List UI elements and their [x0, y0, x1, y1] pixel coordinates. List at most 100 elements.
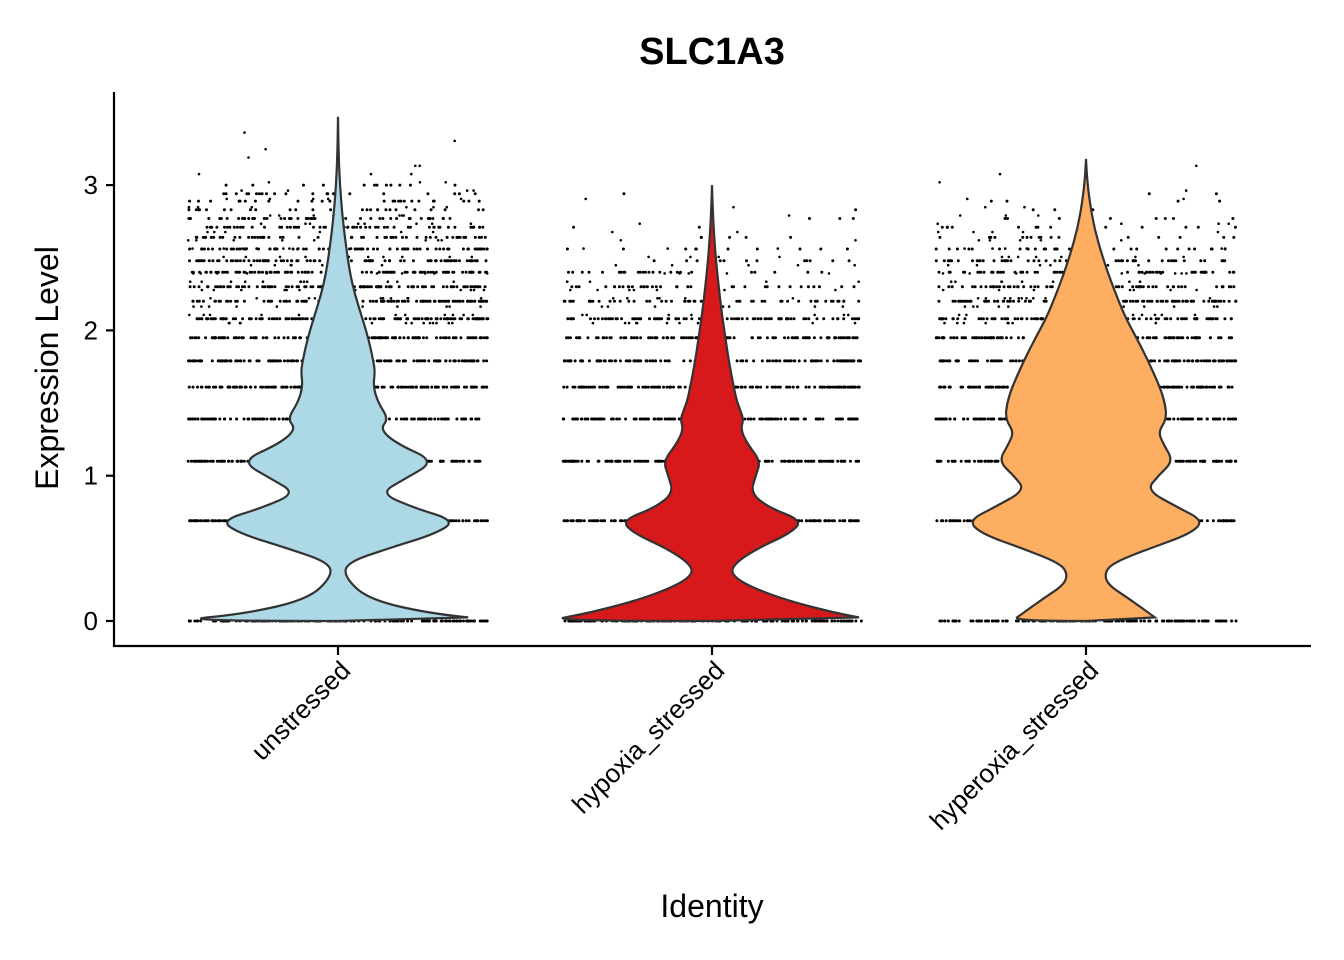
data-point [1210, 317, 1214, 321]
data-point [577, 385, 581, 389]
data-point [474, 459, 478, 463]
data-point [232, 225, 236, 229]
data-point [996, 385, 1000, 389]
data-point [699, 299, 703, 303]
data-point [999, 270, 1003, 274]
data-point [285, 259, 289, 263]
data-point [298, 336, 302, 340]
data-point [854, 336, 858, 340]
data-point [449, 285, 453, 289]
data-point [814, 299, 817, 303]
data-point [817, 459, 821, 463]
data-point [656, 417, 660, 421]
data-point [726, 247, 730, 251]
data-point [265, 217, 269, 220]
data-point [283, 359, 286, 363]
data-point [291, 247, 295, 251]
data-point [231, 317, 235, 321]
data-point [1187, 359, 1191, 363]
data-point [814, 417, 818, 421]
data-point [215, 459, 219, 463]
data-point [252, 259, 256, 263]
data-point [404, 321, 408, 325]
data-point [727, 305, 731, 308]
data-point [250, 225, 254, 229]
data-point [823, 619, 826, 623]
data-point [595, 519, 599, 523]
data-point [789, 417, 793, 421]
data-point [825, 359, 829, 363]
data-point [417, 199, 421, 203]
data-point [437, 299, 441, 303]
data-point [265, 272, 269, 275]
data-point [725, 272, 729, 275]
data-point [356, 222, 360, 225]
data-point [1228, 359, 1232, 363]
data-point [824, 519, 828, 523]
data-point [388, 259, 392, 263]
data-point [218, 285, 222, 289]
data-point [201, 299, 205, 303]
data-point [238, 321, 242, 325]
data-point [441, 270, 445, 274]
data-point [656, 385, 659, 389]
data-point [668, 385, 672, 389]
data-point [399, 259, 403, 263]
data-point [1207, 317, 1211, 321]
data-point [1151, 270, 1155, 274]
data-point [264, 385, 268, 389]
data-point [989, 285, 993, 289]
data-point [382, 199, 386, 203]
data-point [366, 247, 370, 251]
data-point [1049, 263, 1052, 267]
data-point [806, 270, 810, 274]
data-point [1154, 217, 1158, 220]
data-point [384, 183, 388, 187]
data-point [442, 317, 446, 321]
data-point [800, 519, 804, 523]
data-point [643, 417, 646, 421]
data-point [378, 217, 382, 220]
data-point [1167, 619, 1171, 623]
data-point [630, 336, 633, 340]
data-point [258, 417, 262, 421]
data-point [846, 619, 850, 623]
data-point [289, 263, 293, 267]
data-point [807, 317, 811, 321]
data-point [216, 259, 220, 263]
data-point [461, 247, 465, 251]
data-point [478, 459, 482, 463]
data-point [721, 305, 725, 308]
data-point [452, 519, 456, 523]
data-point [786, 336, 790, 340]
data-point [242, 259, 246, 263]
data-point [406, 225, 410, 229]
data-point [994, 619, 998, 623]
data-point [310, 199, 314, 203]
data-point [365, 270, 369, 274]
data-point [1229, 317, 1233, 321]
data-point [628, 385, 632, 389]
data-point [846, 336, 850, 340]
data-point [224, 192, 228, 196]
data-point [1211, 519, 1215, 523]
data-point [840, 285, 844, 289]
data-point [458, 459, 462, 463]
data-point [451, 336, 455, 340]
data-point [429, 208, 433, 212]
data-point [419, 385, 423, 389]
data-point [765, 336, 769, 340]
data-point [735, 359, 739, 363]
data-point [227, 321, 231, 325]
data-point [572, 459, 575, 463]
data-point [423, 359, 427, 363]
data-point [1180, 272, 1183, 275]
data-point [1058, 270, 1062, 274]
data-point [986, 359, 989, 363]
data-point [384, 336, 388, 340]
data-point [288, 225, 292, 229]
data-point [462, 417, 466, 421]
data-point [223, 225, 226, 229]
data-point [847, 417, 851, 421]
data-point [1017, 299, 1021, 303]
